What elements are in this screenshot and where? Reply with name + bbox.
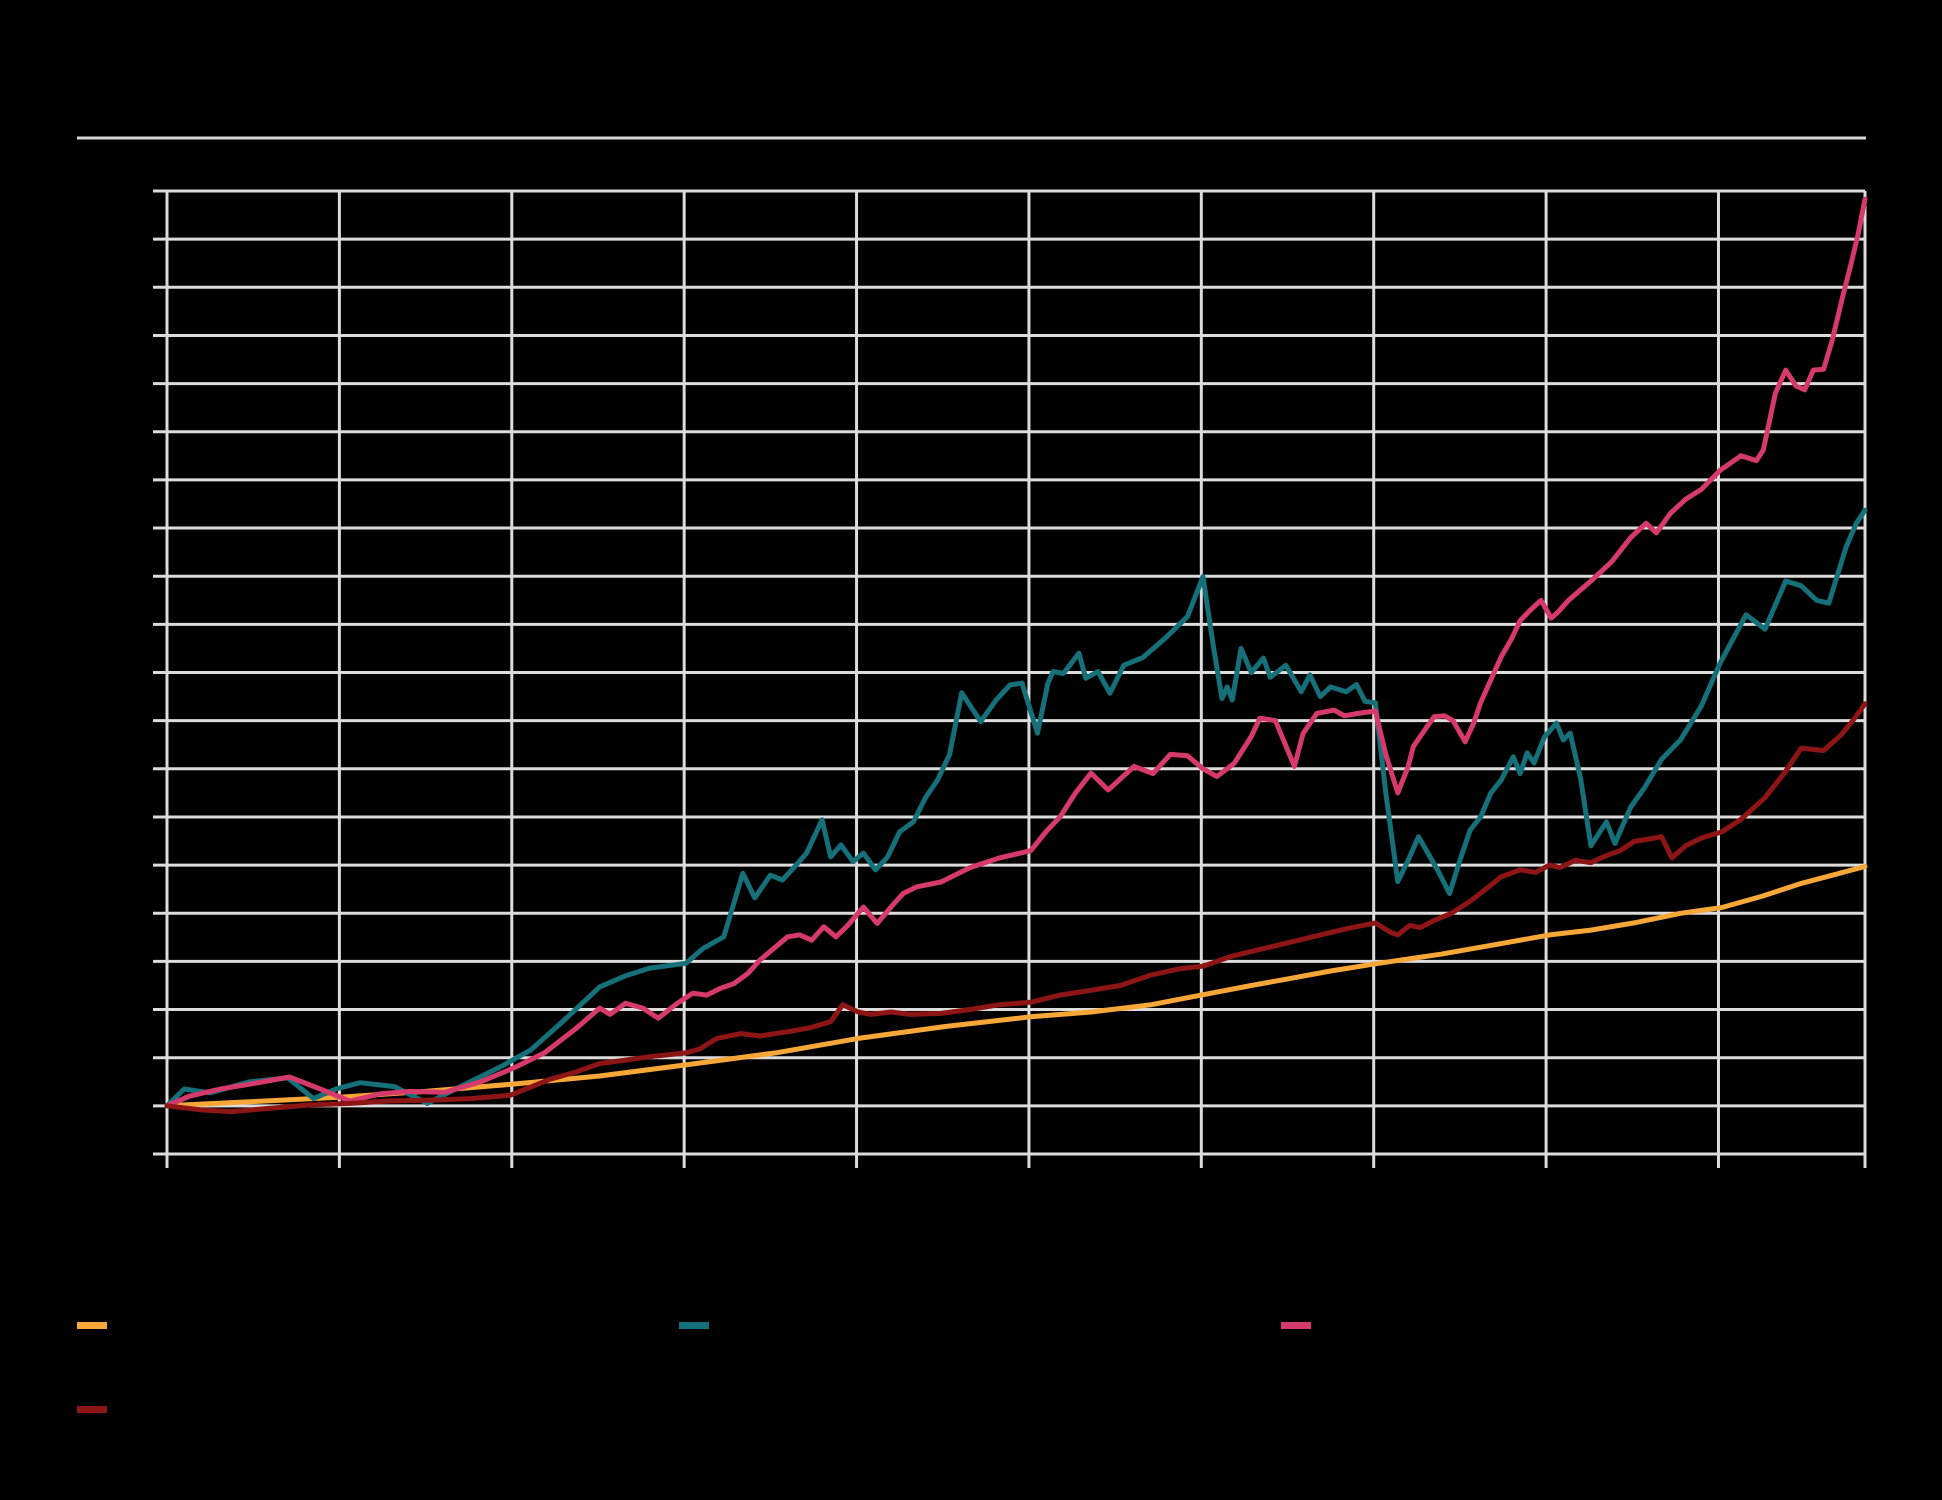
legend-swatch-orange-series [77, 1322, 107, 1329]
legend-swatch-teal-series [679, 1322, 709, 1329]
series-line-dark-red [164, 701, 1868, 1115]
legend [77, 1322, 1311, 1413]
series-line-pink [164, 196, 1868, 1109]
legend-swatch-dark-red-series [77, 1406, 107, 1413]
series-line-orange [164, 864, 1868, 1109]
plot-grid [153, 189, 1867, 1168]
series-line-teal [164, 507, 1868, 1109]
legend-swatch-pink-series [1281, 1322, 1311, 1329]
